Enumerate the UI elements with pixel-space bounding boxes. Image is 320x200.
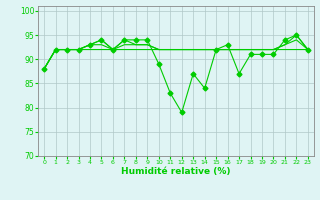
X-axis label: Humidité relative (%): Humidité relative (%) [121,167,231,176]
